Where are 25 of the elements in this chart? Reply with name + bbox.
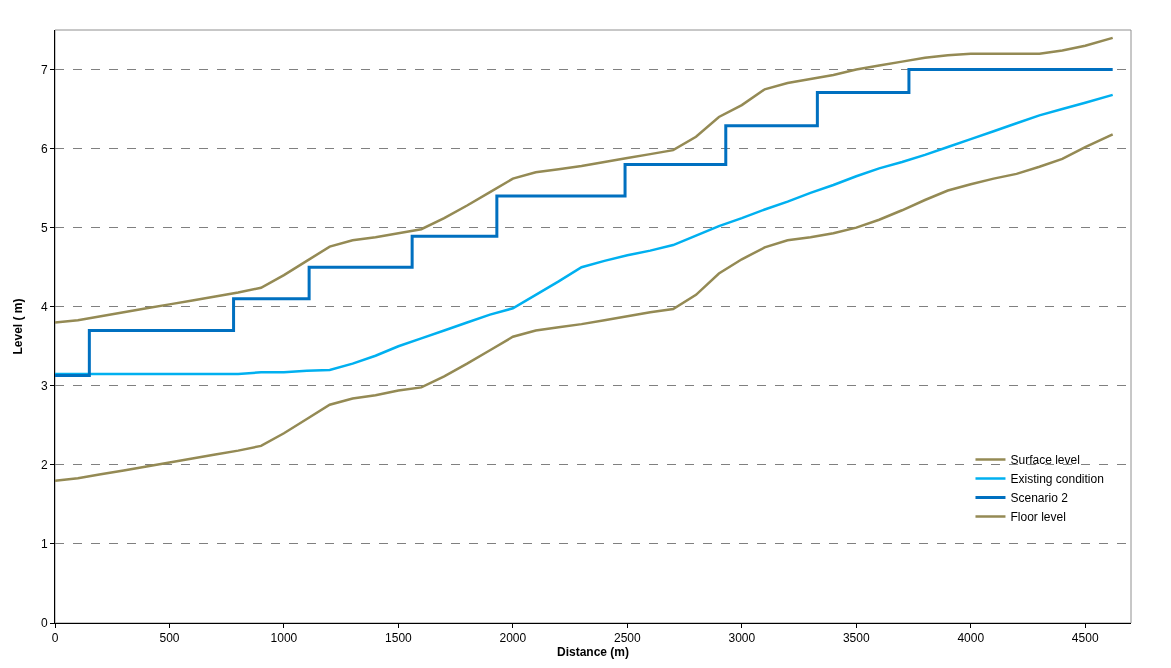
y-tick-label: 5 bbox=[40, 220, 48, 235]
x-tick-label: 4000 bbox=[957, 631, 985, 646]
x-tick-label: 2000 bbox=[499, 631, 527, 646]
y-tick-label: 1 bbox=[40, 537, 48, 552]
x-tick-label: 1000 bbox=[270, 631, 298, 646]
legend-label: Existing condition bbox=[1010, 472, 1104, 487]
x-tick-label: 1500 bbox=[385, 631, 413, 646]
legend-label: Surface level bbox=[1010, 453, 1080, 468]
y-tick-label: 3 bbox=[40, 379, 48, 393]
x-tick-label: 2500 bbox=[613, 631, 642, 646]
x-tick-label: 500 bbox=[159, 631, 180, 646]
y-tick-label: 4 bbox=[40, 299, 48, 314]
x-tick-label: 3000 bbox=[728, 631, 756, 646]
y-axis-title: Level ( m) bbox=[11, 298, 26, 355]
y-tick-label: 7 bbox=[40, 62, 48, 77]
legend-label: Scenario 2 bbox=[1010, 491, 1069, 506]
x-tick-label: 0 bbox=[51, 631, 59, 646]
x-tick-label: 4500 bbox=[1071, 631, 1099, 646]
y-tick-label: 0 bbox=[40, 616, 48, 631]
y-tick-label: 2 bbox=[40, 458, 48, 473]
line-series bbox=[55, 36, 1114, 324]
x-tick-label: 3500 bbox=[842, 631, 870, 646]
legend-label: Floor level bbox=[1010, 510, 1066, 525]
x-axis-title: Distance (m) bbox=[556, 645, 630, 660]
y-tick-label: 6 bbox=[40, 141, 48, 156]
